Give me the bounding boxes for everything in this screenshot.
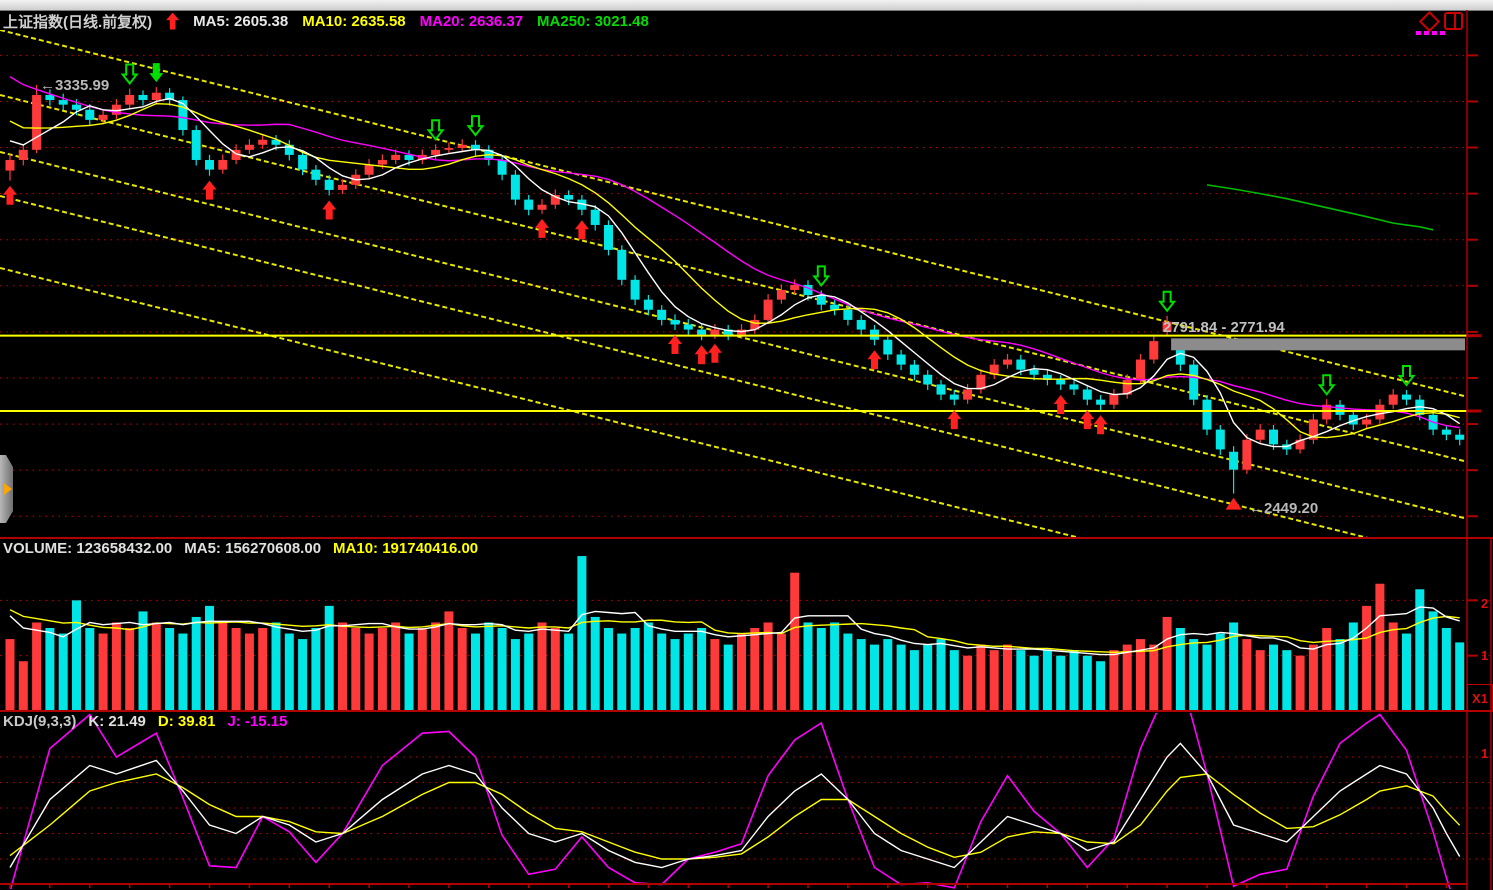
- ma250-value: MA250: 3021.48: [537, 12, 649, 30]
- low-price-label: ←2449.20: [1249, 500, 1319, 517]
- instrument-title[interactable]: 上证指数(日线.前复权): [3, 13, 153, 31]
- kdj-d-value: D: 39.81: [157, 713, 216, 730]
- diamond-icon[interactable]: [1418, 10, 1441, 32]
- volume-axis-label-2: 2: [1481, 596, 1489, 611]
- split-divider: [1454, 14, 1456, 28]
- volume-value: VOLUME: 123658432.00: [3, 540, 173, 557]
- expand-triangle-icon: [3, 483, 12, 495]
- ma5-value: MA5: 2605.38: [193, 12, 289, 30]
- window-top-strip: [0, 0, 1493, 11]
- kdj-header: KDJ(9,3,3) K: 21.49 D: 39.81 J: -15.15: [3, 713, 288, 730]
- split-window-icon[interactable]: [1444, 12, 1463, 30]
- ma10-value: MA10: 2635.58: [302, 12, 406, 30]
- chart-header: 上证指数(日线.前复权) MA5: 2605.38 MA10: 2635.58 …: [3, 11, 649, 31]
- gap-range-label: 2791.84 - 2771.94: [1163, 319, 1285, 336]
- volume-multiplier-badge: X1: [1467, 684, 1493, 712]
- kdj-j-value: J: -15.15: [227, 713, 288, 730]
- ma20-value: MA20: 2636.37: [419, 12, 524, 30]
- volume-axis-label-1: 1: [1481, 648, 1489, 663]
- volume-ma5-value: MA5: 156270608.00: [184, 540, 322, 557]
- panel-expand-handle[interactable]: [0, 455, 13, 523]
- high-price-label: ←3335.99: [40, 77, 110, 94]
- volume-ma10-value: MA10: 191740416.00: [333, 540, 479, 557]
- magenta-dashed-indicator: [1416, 31, 1447, 35]
- kdj-k-value: K: 21.49: [88, 713, 146, 730]
- trend-up-arrow-icon: [166, 12, 180, 30]
- header-icons: [1418, 10, 1463, 32]
- multiplier-text: X1: [1472, 690, 1488, 706]
- volume-header: VOLUME: 123658432.00 MA5: 156270608.00 M…: [3, 540, 478, 557]
- kdj-axis-label-100: 1: [1481, 746, 1489, 761]
- kdj-title[interactable]: KDJ(9,3,3): [3, 713, 77, 730]
